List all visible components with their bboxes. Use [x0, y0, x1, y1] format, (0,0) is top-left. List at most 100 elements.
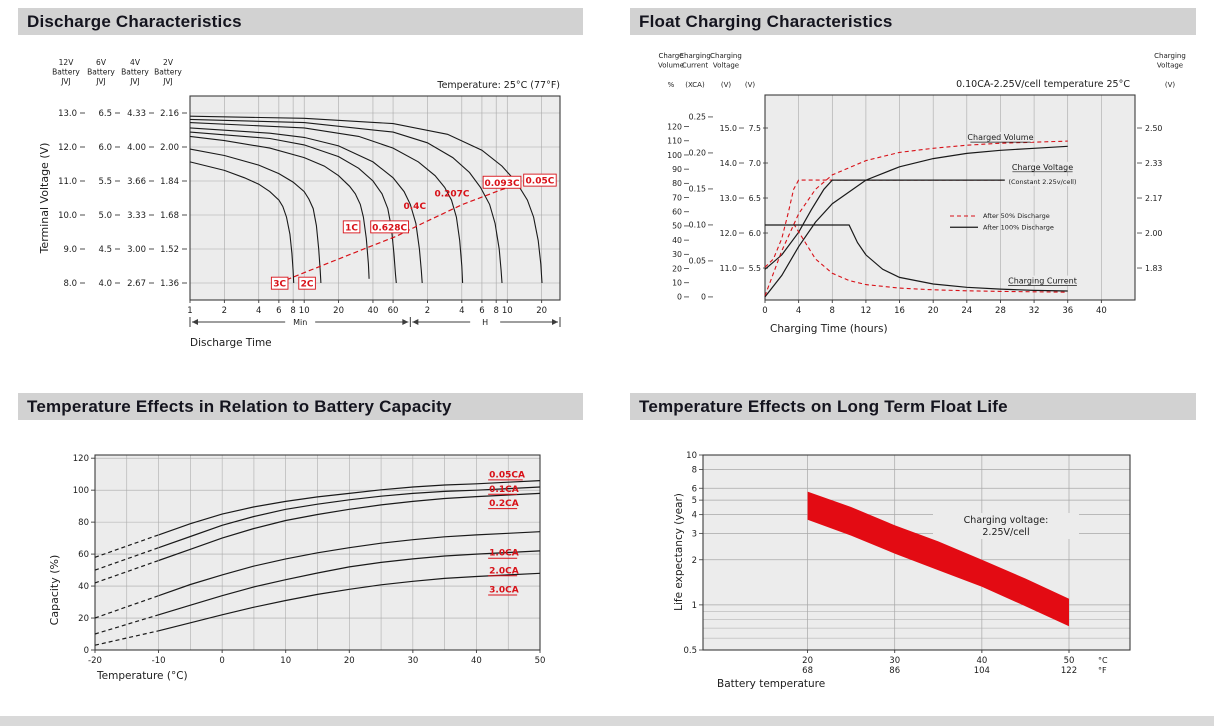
temp-capacity-title-bar: Temperature Effects in Relation to Batte… [18, 393, 583, 420]
svg-text:Battery temperature: Battery temperature [717, 678, 825, 690]
svg-text:Temperature: 25°C (77°F): Temperature: 25°C (77°F) [436, 80, 560, 91]
svg-text:100: 100 [667, 151, 682, 160]
svg-text:Battery: Battery [52, 68, 80, 77]
svg-text:12: 12 [860, 306, 871, 316]
svg-text:6.0: 6.0 [98, 143, 112, 153]
svg-text:5.0: 5.0 [98, 211, 112, 221]
svg-text:10.0: 10.0 [58, 211, 77, 221]
svg-text:40: 40 [976, 656, 987, 666]
float-charging-title-bar: Float Charging Characteristics [630, 8, 1196, 35]
temp-capacity-chart: -20 -10 0 10 20 30 40 500204060801001200.05CA0.… [48, 454, 545, 682]
svg-text:0.05C: 0.05C [526, 177, 555, 187]
svg-text:Voltage: Voltage [713, 62, 739, 70]
svg-text:4.33: 4.33 [127, 109, 146, 119]
svg-text:0: 0 [219, 656, 224, 666]
svg-text:30: 30 [672, 250, 682, 259]
svg-text:2.00: 2.00 [160, 143, 179, 153]
svg-text:36: 36 [1062, 306, 1073, 316]
svg-text:40: 40 [471, 656, 482, 666]
float-charging-title: Float Charging Characteristics [639, 11, 893, 31]
float-series-labels: Charged Volume Charge Voltage (Constant 2.… [967, 132, 1081, 286]
svg-text:10: 10 [280, 656, 291, 666]
svg-text:5: 5 [692, 496, 697, 506]
svg-text:0: 0 [84, 646, 89, 656]
svg-text:Charging Current: Charging Current [1008, 277, 1077, 286]
discharge-chart: 1 2 4 6 8 10 20 40 60 2 4 6 8 10 2012VBatteryJVJ13.012… [38, 58, 561, 349]
svg-text:0: 0 [762, 306, 767, 316]
svg-text:10: 10 [672, 279, 682, 288]
capacity-y-axis: 0 20 40 60 80 100 120 [73, 454, 95, 656]
svg-text:°C: °C [1098, 656, 1108, 665]
capacity-curve-labels: 0.05CA 0.1CA 0.2CA 1.0CA 2.0CA 3.0CA [488, 470, 525, 596]
svg-text:2.00: 2.00 [1145, 229, 1162, 238]
svg-text:2: 2 [425, 306, 430, 316]
discharge-cutoff-locus [286, 178, 538, 281]
svg-text:(V): (V) [745, 81, 756, 89]
svg-text:0.10CA-2.25V/cell temperature: 0.10CA-2.25V/cell temperature 25°C [956, 79, 1130, 90]
svg-text:12.0: 12.0 [720, 229, 737, 238]
discharge-title: Discharge Characteristics [27, 11, 242, 31]
life-expectancy-band [807, 491, 1069, 627]
svg-text:8: 8 [692, 466, 697, 476]
life-annotation: Charging voltage:2.25V/cell [933, 513, 1079, 539]
svg-text:Current: Current [682, 62, 709, 70]
svg-text:H: H [482, 318, 488, 327]
svg-text:Battery: Battery [121, 68, 149, 77]
svg-text:60: 60 [78, 550, 89, 560]
svg-text:Discharge Time: Discharge Time [190, 337, 272, 349]
svg-text:1.52: 1.52 [160, 245, 179, 255]
svg-text:68: 68 [802, 666, 813, 676]
svg-text:1: 1 [692, 601, 697, 611]
svg-text:2.50: 2.50 [1145, 124, 1162, 133]
svg-text:0.5: 0.5 [683, 646, 697, 656]
svg-text:122: 122 [1061, 666, 1077, 676]
svg-text:0.4C: 0.4C [404, 202, 427, 212]
svg-text:8.0: 8.0 [63, 279, 77, 289]
float-life-chart: Charging voltage:2.25V/cell1086543210.52… [673, 451, 1131, 690]
float-note: 0.10CA-2.25V/cell temperature 25°C [956, 79, 1130, 90]
svg-text:2: 2 [222, 306, 227, 316]
svg-text:110: 110 [667, 137, 682, 146]
temp-capacity-title: Temperature Effects in Relation to Batte… [27, 396, 452, 416]
svg-text:20: 20 [928, 306, 939, 316]
svg-text:1.0CA: 1.0CA [489, 549, 519, 559]
svg-text:60: 60 [672, 208, 682, 217]
svg-text:14.0: 14.0 [720, 159, 737, 168]
svg-text:%: % [668, 81, 675, 89]
svg-text:9.0: 9.0 [63, 245, 77, 255]
svg-text:Charging: Charging [679, 52, 711, 60]
svg-text:Voltage: Voltage [1157, 62, 1183, 70]
svg-text:8: 8 [290, 306, 295, 316]
svg-text:6: 6 [692, 484, 697, 494]
svg-text:5.5: 5.5 [98, 177, 112, 187]
svg-text:(V): (V) [1165, 81, 1176, 89]
svg-text:20: 20 [344, 656, 355, 666]
svg-text:12.0: 12.0 [58, 143, 77, 153]
svg-text:6.5: 6.5 [98, 109, 112, 119]
float-life-title-bar: Temperature Effects on Long Term Float L… [630, 393, 1196, 420]
discharge-curves [189, 115, 543, 284]
svg-text:10: 10 [502, 306, 513, 316]
discharge-x-label: Discharge Time [190, 337, 272, 349]
panel-float-life: Temperature Effects on Long Term Float L… [630, 393, 1214, 705]
svg-text:3.00: 3.00 [127, 245, 146, 255]
svg-text:120: 120 [73, 454, 89, 464]
svg-text:80: 80 [78, 518, 89, 528]
svg-text:2C: 2C [301, 280, 314, 290]
svg-text:Charging: Charging [1154, 52, 1186, 60]
svg-text:40: 40 [672, 236, 682, 245]
svg-text:3C: 3C [273, 280, 286, 290]
svg-text:(V): (V) [721, 81, 732, 89]
svg-text:24: 24 [961, 306, 972, 316]
svg-text:Charging: Charging [710, 52, 742, 60]
svg-text:0.628C: 0.628C [372, 223, 407, 233]
svg-text:Terminal Voltage (V): Terminal Voltage (V) [38, 143, 51, 255]
svg-text:2: 2 [692, 556, 697, 566]
svg-text:3.66: 3.66 [127, 177, 146, 187]
discharge-grid [189, 96, 560, 300]
svg-text:Charging voltage:: Charging voltage: [964, 515, 1049, 526]
svg-text:8: 8 [493, 306, 498, 316]
svg-text:120: 120 [667, 122, 682, 131]
svg-text:0.25: 0.25 [689, 113, 706, 122]
svg-text:3: 3 [692, 529, 697, 539]
